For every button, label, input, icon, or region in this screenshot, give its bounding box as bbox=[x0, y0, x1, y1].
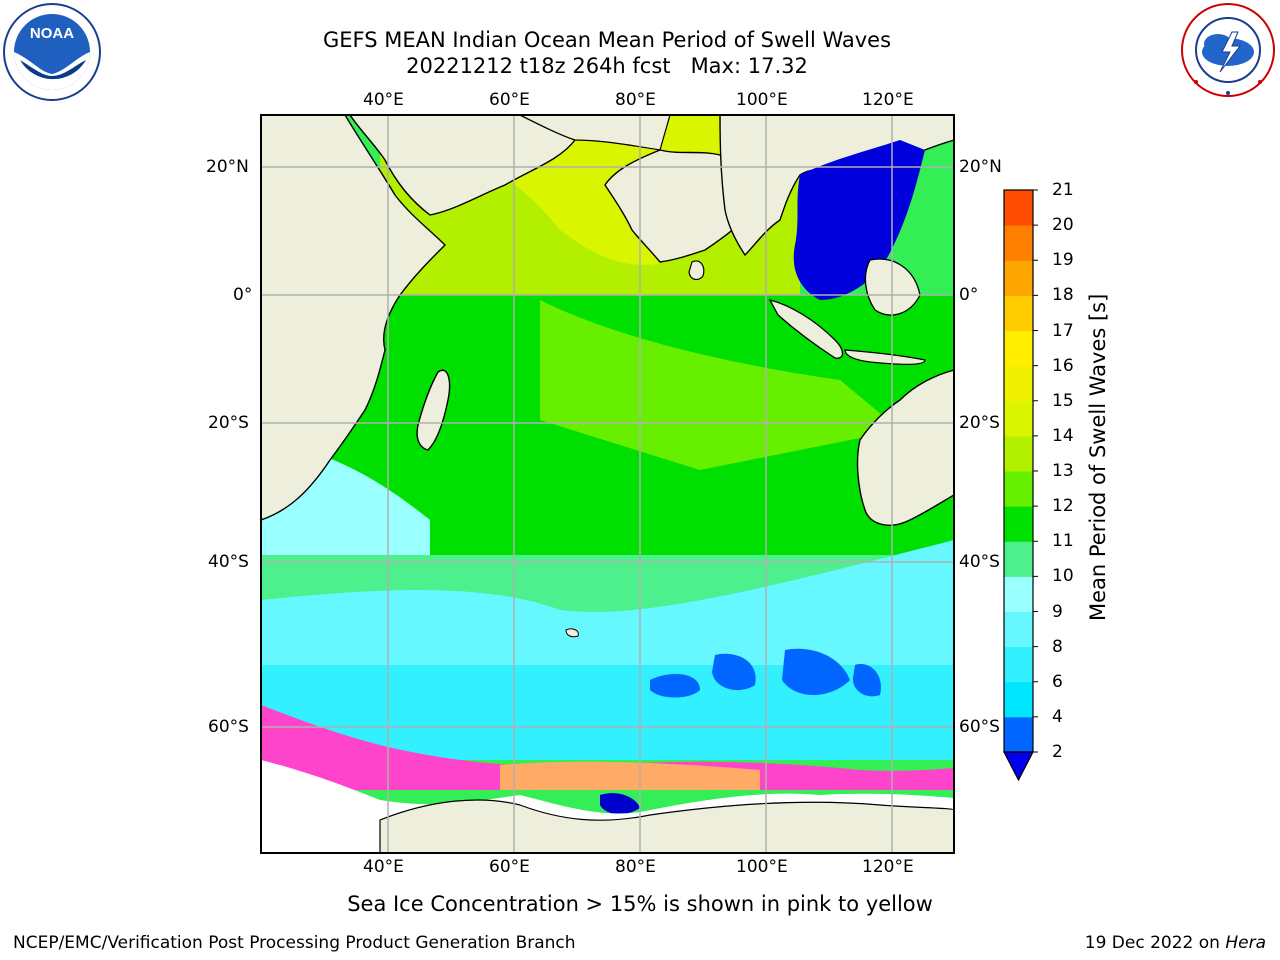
lon-tick-top-120: 120°E bbox=[862, 90, 914, 110]
colorbar-tick-label: 9 bbox=[1052, 601, 1063, 622]
colorbar-tick-label: 18 bbox=[1052, 285, 1074, 306]
colorbar-tick-label: 2 bbox=[1052, 742, 1063, 762]
colorbar-segment bbox=[1004, 716, 1033, 753]
footer-branch: NCEP/EMC/Verification Post Processing Pr… bbox=[13, 933, 576, 953]
colorbar-segment bbox=[1004, 295, 1033, 331]
sea-ice-pink bbox=[261, 705, 954, 790]
colorbar-tick-label: 17 bbox=[1052, 320, 1074, 341]
colorbar-segment bbox=[1004, 646, 1033, 683]
ocean-patch-blue-2 bbox=[712, 653, 756, 691]
colorbar-tick-label: 21 bbox=[1052, 180, 1074, 200]
colorbar bbox=[1003, 189, 1038, 782]
lat-tick-right-60s: 60°S bbox=[959, 717, 1000, 737]
lon-tick-bottom-100: 100°E bbox=[736, 857, 788, 877]
lon-tick-top-80: 80°E bbox=[615, 90, 656, 110]
australia-land bbox=[856, 369, 954, 526]
lon-tick-bottom-120: 120°E bbox=[862, 857, 914, 877]
colorbar-segment bbox=[1004, 576, 1033, 612]
colorbar-segment bbox=[1004, 365, 1033, 402]
lon-tick-bottom-80: 80°E bbox=[615, 857, 656, 877]
lon-tick-bottom-60: 60°E bbox=[489, 857, 530, 877]
chart-title-line2: 20221212 t18z 264h fcst Max: 17.32 bbox=[0, 53, 1214, 79]
lat-tick-right-0: 0° bbox=[959, 285, 979, 305]
colorbar-segment bbox=[1004, 471, 1033, 507]
lat-tick-left-40s: 40°S bbox=[208, 552, 249, 572]
lat-tick-left-20n: 20°N bbox=[206, 157, 249, 177]
footer-date-text: 19 Dec 2022 on bbox=[1084, 933, 1226, 953]
lat-tick-left-20s: 20°S bbox=[208, 413, 249, 433]
colorbar-tick-label: 6 bbox=[1052, 671, 1063, 692]
colorbar-tick-label: 20 bbox=[1052, 215, 1074, 236]
sea-ice-note: Sea Ice Concentration > 15% is shown in … bbox=[347, 892, 933, 916]
colorbar-tick-label: 12 bbox=[1052, 496, 1074, 517]
max-value-label: Max: 17.32 bbox=[690, 54, 808, 78]
lon-tick-top-40: 40°E bbox=[363, 90, 404, 110]
lon-tick-top-100: 100°E bbox=[736, 90, 788, 110]
colorbar-segment bbox=[1004, 260, 1033, 296]
ocean-patch-blue-3 bbox=[782, 648, 850, 695]
madagascar-land bbox=[416, 369, 451, 451]
footer-machine: Hera bbox=[1225, 933, 1266, 953]
sea-ice-orange bbox=[500, 761, 760, 790]
ocean-patch-blue-4 bbox=[852, 664, 881, 697]
lat-tick-left-0: 0° bbox=[233, 285, 253, 305]
africa-land bbox=[261, 115, 446, 521]
ocean-band-southern bbox=[261, 540, 954, 665]
colorbar-tick-label: 4 bbox=[1052, 706, 1063, 727]
antarctica-land bbox=[379, 799, 954, 853]
lat-tick-right-20n: 20°N bbox=[959, 157, 1002, 177]
lat-tick-right-40s: 40°S bbox=[959, 552, 1000, 572]
colorbar-tick-label: 19 bbox=[1052, 250, 1074, 271]
footer-date: 19 Dec 2022 on Hera bbox=[1085, 933, 1266, 953]
lon-tick-bottom-40: 40°E bbox=[363, 857, 404, 877]
ocean-patch-blue-1 bbox=[650, 674, 700, 698]
chart-title-line1: GEFS MEAN Indian Ocean Mean Period of Sw… bbox=[322, 28, 892, 52]
nws-logo bbox=[1181, 3, 1275, 97]
colorbar-segment bbox=[1004, 611, 1033, 648]
colorbar-segment bbox=[1004, 330, 1033, 367]
map-frame bbox=[260, 114, 955, 854]
colorbar-segment bbox=[1004, 400, 1033, 437]
forecast-label: 20221212 t18z 264h fcst bbox=[406, 54, 671, 78]
colorbar-segment bbox=[1004, 435, 1033, 472]
colorbar-segment bbox=[1004, 506, 1033, 542]
colorbar-segment bbox=[1004, 541, 1033, 577]
noaa-logo-text: NOAA bbox=[30, 25, 74, 42]
kerguelen-land bbox=[565, 628, 579, 638]
colorbar-tick-label: 16 bbox=[1052, 355, 1074, 376]
noaa-logo: NOAA bbox=[3, 3, 101, 101]
lat-tick-right-20s: 20°S bbox=[959, 413, 1000, 433]
sea-ice-blue-pocket bbox=[600, 793, 640, 815]
sumatra-land bbox=[768, 299, 844, 359]
lon-tick-top-60: 60°E bbox=[489, 90, 530, 110]
colorbar-segment bbox=[1004, 225, 1033, 261]
colorbar-title: Mean Period of Swell Waves [s] bbox=[1086, 293, 1110, 621]
map-gridlines bbox=[261, 115, 954, 853]
colorbar-tick-label: 11 bbox=[1052, 531, 1074, 552]
srilanka-land bbox=[688, 260, 705, 281]
colorbar-extend-triangle bbox=[1003, 751, 1034, 782]
colorbar-tick-label: 14 bbox=[1052, 425, 1074, 446]
lat-tick-left-60s: 60°S bbox=[208, 717, 249, 737]
colorbar-segment bbox=[1004, 681, 1033, 718]
java-land bbox=[844, 349, 926, 365]
colorbar-segment bbox=[1004, 190, 1033, 226]
colorbar-tick-label: 10 bbox=[1052, 566, 1074, 587]
colorbar-tick-label: 13 bbox=[1052, 461, 1074, 481]
colorbar-tick-label: 15 bbox=[1052, 390, 1074, 411]
ocean-patch-yellowgreen bbox=[540, 300, 900, 470]
colorbar-tick-label: 8 bbox=[1052, 636, 1063, 657]
